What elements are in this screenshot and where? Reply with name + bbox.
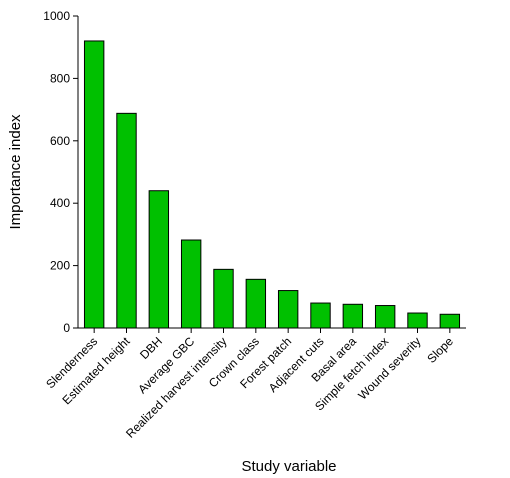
y-tick-label: 400 (50, 196, 70, 210)
y-tick-label: 0 (63, 321, 70, 335)
bar-basal-area (342, 303, 364, 329)
bar-simple-fetch-index (374, 305, 396, 329)
bar-crown-class (245, 278, 267, 329)
y-tick-label: 1000 (43, 9, 70, 23)
bar-forest-patch (277, 290, 299, 329)
y-tick-label: 800 (50, 71, 70, 85)
bar-wound-severity (407, 312, 428, 329)
y-axis-ticks: 0 200 400 600 800 1000 (43, 9, 78, 335)
x-tick-label: DBH (137, 334, 165, 362)
bar-realized-harvest-intensity (213, 268, 234, 329)
x-tick-label: Slope (424, 334, 456, 366)
bar-estimated-height (116, 112, 137, 329)
bar-adjacent-cuts (310, 302, 331, 329)
y-axis-label: Importance index (7, 114, 24, 230)
bar-slenderness (83, 40, 105, 329)
y-tick-label: 600 (50, 134, 70, 148)
bars-group (83, 40, 461, 329)
bar-slope (439, 313, 461, 329)
bar-average-gbc (180, 239, 202, 329)
x-axis-label: Study variable (241, 458, 336, 475)
bar-dbh (148, 190, 170, 329)
y-tick-label: 200 (50, 259, 70, 273)
